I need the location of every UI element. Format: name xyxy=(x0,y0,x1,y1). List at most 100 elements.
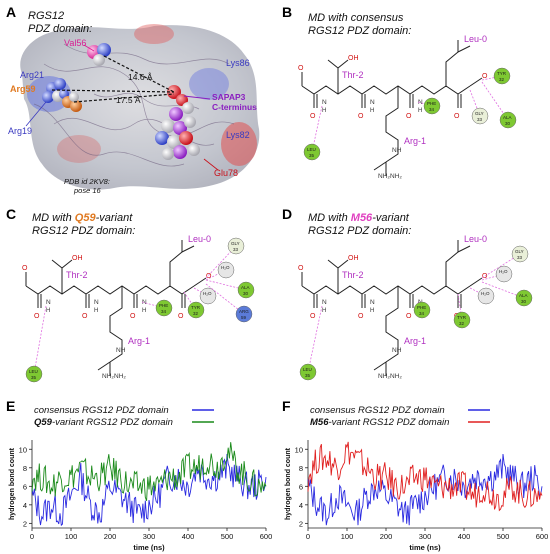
distance-line-1 xyxy=(103,55,175,93)
x-tick-label: 200 xyxy=(380,532,393,541)
panel-c-title-variant: Q59 xyxy=(74,212,96,224)
residue-ball-name: LEU xyxy=(307,147,316,152)
residue-ball-number: 34 xyxy=(161,309,167,314)
panel-a-title-line1: RGS12 xyxy=(28,10,65,22)
residue-ball-name: ARG xyxy=(239,309,249,314)
residue-ball xyxy=(515,289,533,307)
arg-label: Arg-1 xyxy=(128,336,150,346)
residue-ball-number: 34 xyxy=(419,311,425,316)
panel-letter-d: D xyxy=(282,206,293,222)
label-arg19: Arg19 xyxy=(8,126,32,136)
x-tick-label: 400 xyxy=(458,532,471,541)
surface-patch-red xyxy=(134,24,174,44)
nitrogen-label: N xyxy=(46,299,51,306)
residue-ball-number: 59 xyxy=(241,315,247,320)
hbond-line xyxy=(481,281,525,299)
residue-ball-number: 35 xyxy=(305,373,311,378)
label-glu78: Glu78 xyxy=(214,168,238,178)
amine-label: NH₂ xyxy=(390,373,402,380)
residue-ball xyxy=(299,363,317,381)
x-tick-label: 500 xyxy=(497,532,510,541)
residue-ball-number: 32 xyxy=(193,311,199,316)
label-val56: Val56 xyxy=(64,38,86,48)
hbond-line xyxy=(481,253,521,279)
legend-label: consensus RGS12 PDZ domain xyxy=(34,405,169,416)
residue-ball-name: H₂O xyxy=(499,269,508,274)
imine-label: NH xyxy=(392,347,402,354)
panel-letter-b: B xyxy=(282,4,293,20)
oxygen-label: O xyxy=(178,313,184,320)
peptide-skeleton xyxy=(301,40,483,176)
arg59-atoms xyxy=(62,92,82,112)
residue-ball xyxy=(155,299,173,317)
interaction-diagram-d: OOOOOOOHNNNHHHNH₂NH₂NHThr-2Leu-0Arg-1GLY… xyxy=(282,226,544,401)
amine-label: NH₂ xyxy=(390,173,402,180)
interaction-diagram-svg: OOOOOOOHNNNHHHNH₂NH₂NHThr-2Leu-0Arg-1GLY… xyxy=(298,234,533,381)
nitrogen-label: N xyxy=(322,299,327,306)
pdb-id-label: PDB id 2KV8: xyxy=(64,177,110,186)
y-axis-label: hydrogen bond count xyxy=(285,447,292,520)
panel-c-title-line2: RGS12 PDZ domain: xyxy=(32,225,136,237)
hbond-chart-e: 0 100 200 300 400 500 600 2 4 6 8 10 time (ns) hydrog… xyxy=(9,405,272,552)
hydrogen-label: H xyxy=(46,308,50,314)
residue-ball xyxy=(423,97,441,115)
arg21-atoms xyxy=(42,78,69,103)
hydrogen-label: H xyxy=(370,308,374,314)
oxygen-label: O xyxy=(130,313,136,320)
nitrogen-label: N xyxy=(142,299,147,306)
residue-ball-name: GLY xyxy=(475,111,484,116)
residue-ball-name: TYR xyxy=(457,315,467,320)
residue-ball xyxy=(303,143,321,161)
y-tick-label: 10 xyxy=(19,445,27,454)
hbond-line xyxy=(481,81,509,121)
x-tick-label: 300 xyxy=(143,532,156,541)
residue-ball-number: 30 xyxy=(243,291,249,296)
panel-a-title-line2: PDZ domain: xyxy=(28,23,93,35)
residue-ball-name: H₂O xyxy=(203,291,212,296)
nitrogen-label: N xyxy=(370,299,375,306)
surface-patch-red xyxy=(57,135,101,163)
leu-label: Leu-0 xyxy=(464,34,487,44)
protein-surface-svg: 14.6 Å 17.5 Å Val56 Arg21 Arg59 Arg19 Ly… xyxy=(8,24,260,195)
arg-label: Arg-1 xyxy=(404,336,426,346)
protein-surface-figure: 14.6 Å 17.5 Å Val56 Arg21 Arg59 Arg19 Ly… xyxy=(4,4,266,196)
y-tick-label: 2 xyxy=(23,519,27,528)
residue-ball xyxy=(453,311,471,329)
nitrogen-label: N xyxy=(370,99,375,106)
residue-ball xyxy=(495,265,513,283)
label-lys86: Lys86 xyxy=(226,58,250,68)
label-arg59: Arg59 xyxy=(10,84,36,94)
y-tick-label: 2 xyxy=(299,519,303,528)
leader-sapap3 xyxy=(183,95,211,100)
imine-label: NH xyxy=(116,347,126,354)
residue-ball-number: 33 xyxy=(233,247,239,252)
residue-ball xyxy=(511,245,529,263)
residue-ball-number: 35 xyxy=(309,153,315,158)
imine-label: NH xyxy=(392,147,402,154)
x-tick-label: 500 xyxy=(221,532,234,541)
panel-d-title-pre: MD with xyxy=(308,212,351,224)
residue-ball-name: LEU xyxy=(303,367,312,372)
hbond-chart-f: 0 100 200 300 400 500 600 2 4 6 8 10 time (ns) hydrog… xyxy=(285,405,548,552)
surface-patch-red xyxy=(221,122,257,166)
residue-ball xyxy=(25,365,43,383)
panel-d-title-line2: RGS12 PDZ domain: xyxy=(308,225,412,237)
amine-label: NH₂ xyxy=(102,373,114,380)
peptide-skeleton xyxy=(301,240,483,376)
oxygen-label: O xyxy=(482,73,488,80)
label-arg21: Arg21 xyxy=(20,70,44,80)
residue-ball-name: H₂O xyxy=(481,291,490,296)
panel-c-title: MD with Q59-variant RGS12 PDZ domain: xyxy=(32,212,135,238)
oxygen-label: O xyxy=(298,265,304,272)
series-line xyxy=(307,453,543,526)
panel-b-title: MD with consensus RGS12 PDZ domain: xyxy=(308,12,411,38)
oxygen-label: O xyxy=(406,113,412,120)
panel-d-title-variant: M56 xyxy=(350,212,373,224)
residue-ball-name: TYR xyxy=(191,305,201,310)
interaction-diagram-b: O O O O O O OH N N N H H H NH₂ NH₂ NH Thr-2 Leu-0 Arg-1 TYR… xyxy=(282,26,544,201)
oxygen-label: O xyxy=(482,273,488,280)
residue-ball xyxy=(217,261,235,279)
residue-ball xyxy=(227,237,245,255)
